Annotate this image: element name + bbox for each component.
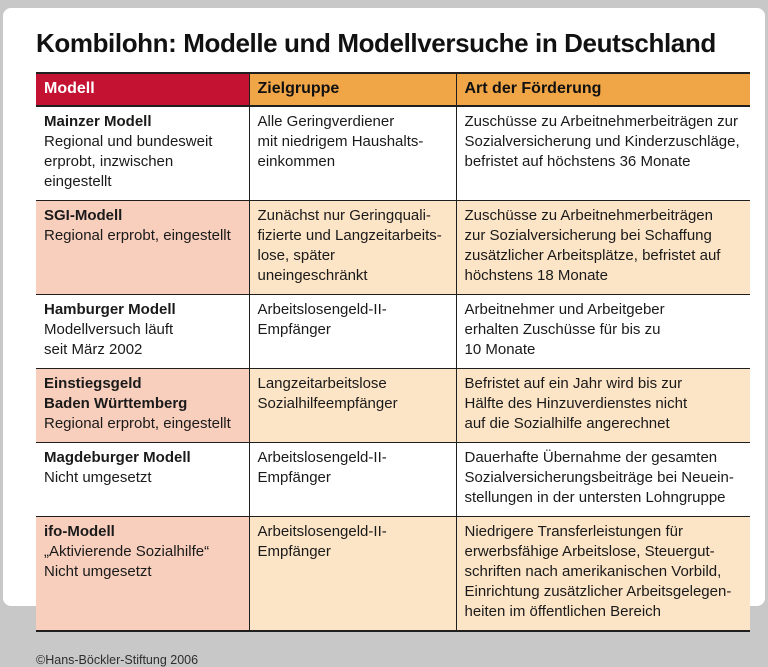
cell-zielgruppe: Arbeitslosengeld-II- Empfänger (248, 442, 456, 517)
cell-art-der-foerderung: Dauerhafte Übernahme der gesamten Sozialv… (455, 442, 750, 517)
cell-art-der-foerderung: Niedrigere Transferleistungen für erwerbs… (455, 516, 750, 631)
model-status: Regional erprobt, eingestellt (44, 227, 231, 244)
infographic-card: Kombilohn: Modelle und Modellversuche in… (3, 8, 765, 667)
cell-zielgruppe: Zunächst nur Geringquali-fizierte und La… (248, 200, 456, 295)
model-name: Einstiegsgeld Baden Württemberg (44, 375, 188, 412)
cell-art-der-foerderung: Arbeitnehmer und Arbeitgeber erhalten Zus… (455, 294, 750, 369)
copyright-note: ©Hans-Böckler-Stiftung 2006 (36, 653, 199, 667)
cell-modell: Mainzer Modell Regional und bundesweit erp… (36, 106, 249, 201)
cell-art-der-foerderung: Befristet auf ein Jahr wird bis zur Hälft… (455, 368, 750, 443)
kombilohn-table: Modell Zielgruppe Art der Förderung Main… (36, 72, 750, 632)
page-frame: Kombilohn: Modelle und Modellversuche in… (3, 8, 765, 667)
table-row: Magdeburger Modell Nicht umgesetzt Arbeits… (36, 442, 750, 517)
cell-art-der-foerderung: Zuschüsse zu Arbeitnehmerbeiträgen zur So… (455, 106, 750, 201)
model-name: SGI-Modell (44, 207, 123, 224)
table-row: Hamburger Modell Modellversuch läuft seit … (36, 294, 750, 369)
model-status: Regional und bundesweit erprobt, inzwisch… (44, 133, 213, 190)
table-row: Mainzer Modell Regional und bundesweit erp… (36, 106, 750, 201)
model-name: ifo-Modell (44, 523, 115, 540)
table-row: Einstiegsgeld Baden Württemberg Regional e… (36, 368, 750, 443)
cell-modell: SGI-Modell Regional erprobt, eingestellt (36, 200, 249, 295)
model-name: Mainzer Modell (44, 113, 152, 130)
cell-modell: ifo-Modell „Aktivierende Sozialhilfe“ Nich… (36, 516, 249, 631)
header-row: Modell Zielgruppe Art der Förderung (36, 72, 750, 107)
cell-zielgruppe: Langzeitarbeitslose Sozialhilfeempfänger (248, 368, 456, 443)
model-name: Magdeburger Modell (44, 449, 191, 466)
model-status: „Aktivierende Sozialhilfe“ Nicht umgesetz… (44, 543, 210, 580)
page-title: Kombilohn: Modelle und Modellversuche in… (36, 28, 716, 58)
table-body: Mainzer Modell Regional und bundesweit erp… (36, 106, 750, 631)
model-status: Nicht umgesetzt (44, 469, 152, 486)
cell-modell: Einstiegsgeld Baden Württemberg Regional e… (36, 368, 249, 443)
cell-modell: Magdeburger Modell Nicht umgesetzt (36, 443, 249, 517)
cell-zielgruppe: Arbeitslosengeld-II- Empfänger (248, 294, 456, 369)
cell-modell: Hamburger Modell Modellversuch läuft seit … (36, 295, 249, 369)
model-status: Modellversuch läuft seit März 2002 (44, 321, 174, 358)
table-row: SGI-Modell Regional erprobt, eingestellt Z… (36, 200, 750, 295)
cell-zielgruppe: Arbeitslosengeld-II- Empfänger (248, 516, 456, 631)
column-header-modell: Modell (36, 72, 249, 107)
cell-zielgruppe: Alle Geringverdiener mit niedrigem Hausha… (248, 106, 456, 201)
column-header-zielgruppe: Zielgruppe (248, 72, 456, 107)
model-name: Hamburger Modell (44, 301, 176, 318)
column-header-art-der-foerderung: Art der Förderung (455, 72, 750, 107)
table-row: ifo-Modell „Aktivierende Sozialhilfe“ Nich… (36, 516, 750, 631)
cell-art-der-foerderung: Zuschüsse zu Arbeitnehmerbeiträgen zur So… (455, 200, 750, 295)
model-status: Regional erprobt, eingestellt (44, 415, 231, 432)
